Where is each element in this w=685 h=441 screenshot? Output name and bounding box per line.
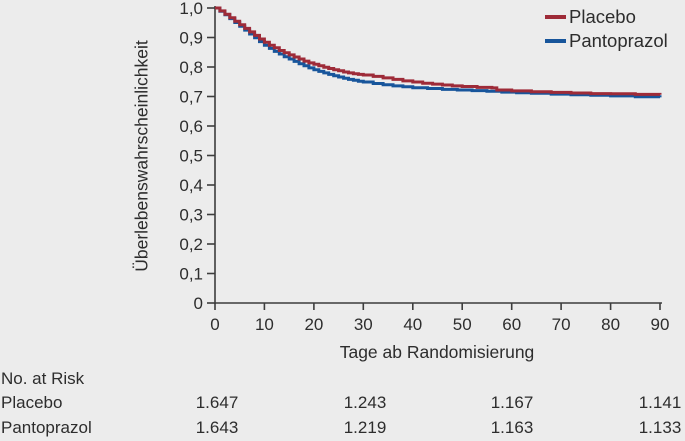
risk-value: 1.647: [195, 393, 239, 412]
y-tick-label: 0,8: [179, 58, 203, 77]
x-tick-label: 20: [304, 315, 323, 334]
y-tick-label: 0: [194, 294, 203, 313]
x-tick-label: 0: [210, 315, 219, 334]
x-tick-label: 70: [552, 315, 571, 334]
legend-item-placebo: Placebo: [545, 5, 668, 29]
risk-table-title: No. at Risk: [1, 369, 85, 388]
x-tick-label: 50: [453, 315, 472, 334]
series-line-pantoprazol: [215, 6, 662, 99]
pantoprazol-line-swatch: [545, 39, 566, 43]
risk-value: 1.643: [195, 418, 239, 437]
legend-label-pantoprazol: Pantoprazol: [569, 30, 668, 51]
legend: Placebo Pantoprazol: [545, 5, 668, 53]
y-tick-label: 0,1: [179, 265, 203, 284]
legend-item-pantoprazol: Pantoprazol: [545, 29, 668, 53]
y-tick-label: 0,2: [179, 235, 203, 254]
risk-row-label: Pantoprazol: [1, 418, 92, 437]
x-tick-label: 40: [403, 315, 422, 334]
placebo-line-swatch: [545, 15, 566, 19]
x-axis-title: Tage ab Randomisierung: [339, 342, 535, 362]
x-tick-label: 80: [601, 315, 620, 334]
risk-value: 1.243: [343, 393, 387, 412]
x-tick-label: 10: [255, 315, 274, 334]
y-tick-label: 0,5: [179, 147, 203, 166]
risk-value: 1.163: [490, 418, 534, 437]
y-tick-label: 0,7: [179, 88, 203, 107]
risk-value: 1.167: [490, 393, 534, 412]
y-tick-label: 0,4: [179, 176, 203, 195]
x-tick-label: 30: [354, 315, 373, 334]
y-axis-title: Überlebenswahrscheinlichkeit: [131, 40, 152, 272]
risk-value: 1.219: [343, 418, 387, 437]
x-tick-label: 90: [651, 315, 670, 334]
x-tick-label: 60: [502, 315, 521, 334]
legend-label-placebo: Placebo: [569, 6, 636, 27]
y-tick-label: 0,3: [179, 206, 203, 225]
y-tick-label: 1,0: [179, 0, 203, 18]
risk-row-label: Placebo: [1, 393, 63, 412]
risk-value: 1.141: [638, 393, 682, 412]
y-tick-label: 0,6: [179, 117, 203, 136]
series-line-placebo: [215, 6, 662, 96]
risk-value: 1.133: [638, 418, 682, 437]
y-tick-label: 0,9: [179, 29, 203, 48]
